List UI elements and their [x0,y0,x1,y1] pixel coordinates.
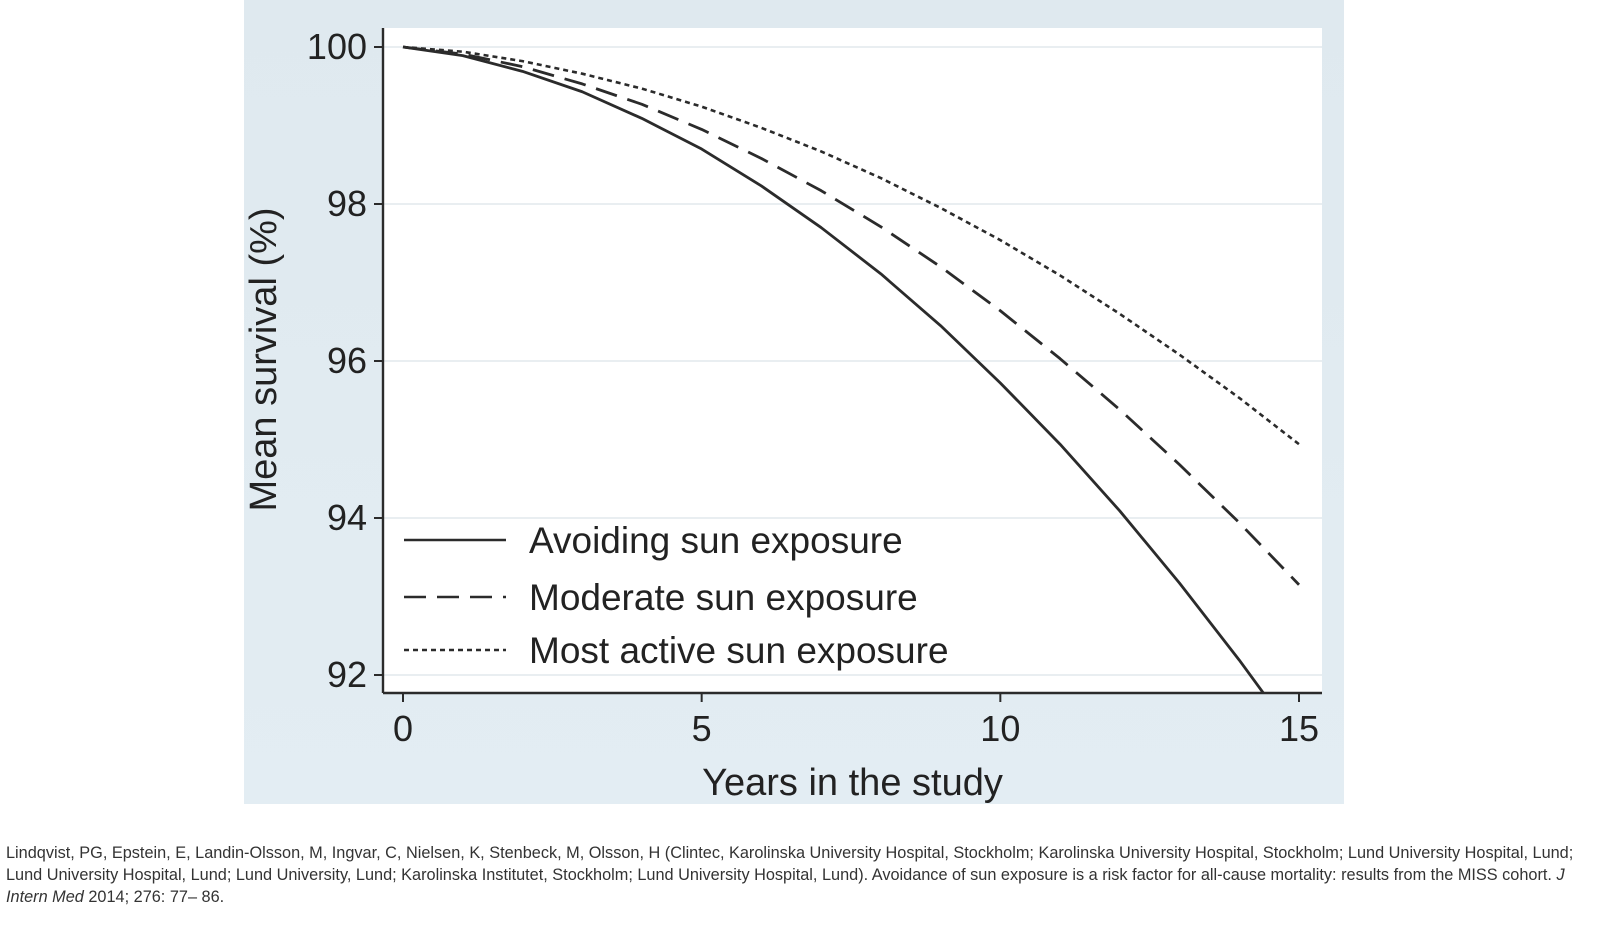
y-tick-label-100: 100 [307,26,367,67]
series-line-1 [402,45,1266,693]
y-tick-label-94: 94 [327,497,367,538]
chart-panel: 92 94 96 98 100 0 5 10 15 Years in the study Mean … [244,0,1344,804]
x-tick-label-5: 5 [692,708,712,749]
legend-label-3: Most active sun exposure [529,630,949,671]
citation-journal: J Intern Med [6,866,1565,906]
y-tick-label-98: 98 [327,183,367,224]
y-tick-label-92: 92 [327,654,367,695]
legend-label-2: Moderate sun exposure [529,577,918,618]
citation-text: Lindqvist, PG, Epstein, E, Landin-Olsson… [6,844,1574,884]
citation: Lindqvist, PG, Epstein, E, Landin-Olsson… [6,842,1596,908]
citation-details: 2014; 276: 77– 86. [88,888,225,906]
x-tick-label-15: 15 [1279,708,1319,749]
legend-label-1: Avoiding sun exposure [529,520,903,561]
survival-chart: 92 94 96 98 100 0 5 10 15 Years in the study Mean … [244,26,1322,804]
series-line-2 [402,45,1301,586]
x-tick-label-0: 0 [393,708,413,749]
x-axis-title: Years in the study [702,762,1003,804]
y-tick-label-96: 96 [327,340,367,381]
x-tick-label-10: 10 [980,708,1020,749]
y-axis-title: Mean survival (%) [244,207,285,511]
